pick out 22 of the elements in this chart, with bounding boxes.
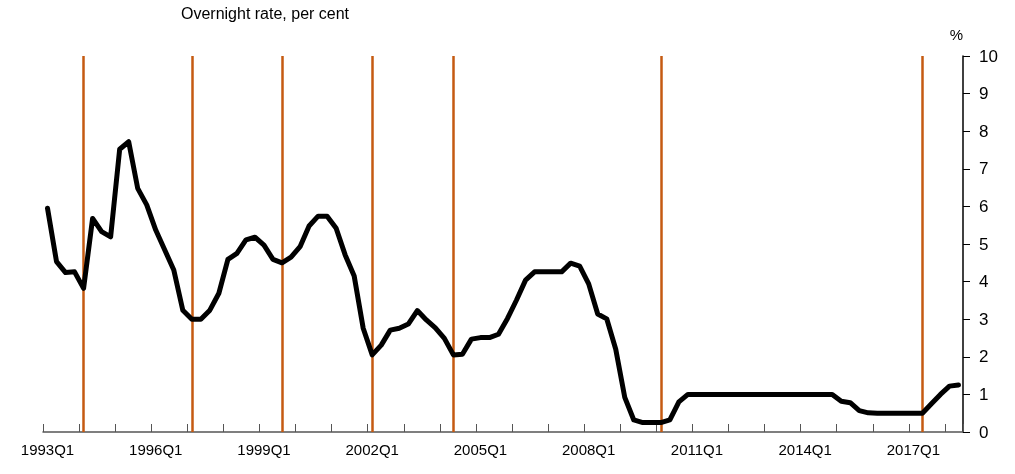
x-tick-label: 2008Q1 [561,441,616,458]
y-tick-label: 0 [979,422,989,442]
y-tick-label: 1 [979,384,989,404]
y-tick-label: 7 [979,159,989,179]
x-tick-label: 2014Q1 [778,441,832,458]
x-tick-label: 2017Q1 [886,441,941,458]
x-tick-label: 1999Q1 [237,441,291,458]
y-tick-label: 2 [979,347,989,367]
y-tick-label: 6 [979,196,989,216]
x-tick-label: 2002Q1 [345,441,399,458]
y-tick-label: 10 [979,46,998,66]
y-tick-label: 4 [979,272,989,292]
y-tick-label: 5 [979,234,989,254]
y-tick-label: 3 [979,309,989,329]
x-tick-label: 1996Q1 [129,441,183,458]
x-tick-label: 2005Q1 [453,441,508,458]
x-tick-label: 1993Q1 [20,441,75,458]
y-tick-label: 9 [979,84,989,104]
y-axis-title: % [949,26,963,43]
x-tick-label: 2011Q1 [670,441,724,458]
chart-title: Overnight rate, per cent [180,4,350,22]
y-tick-label: 8 [979,121,989,141]
